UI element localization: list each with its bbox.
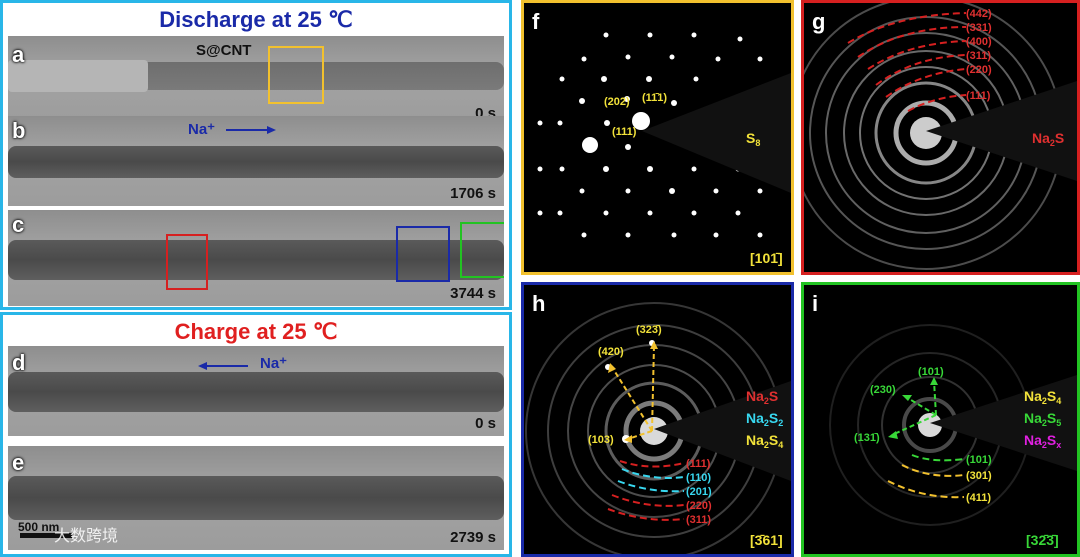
saed-pattern-g: (442) (331) (400) (311) (220) (111) g Na… [804, 3, 1077, 270]
zone-axis-f: [101̄] [750, 250, 783, 266]
scale-bar-label: 500 nm [18, 520, 60, 534]
arrow-left-icon [198, 362, 248, 370]
label-111: (111) [686, 458, 711, 470]
label-202: (202) [604, 96, 630, 108]
label-101: (101) [918, 366, 944, 378]
sample-label: S@CNT [196, 42, 252, 59]
saed-panel-f: f (202) (11̄1) (111) S8 [101̄] [521, 0, 794, 275]
phase-label-na2sx: Na2Sx [1024, 432, 1061, 450]
saed-pattern-f: f (202) (11̄1) (111) S8 [101̄] [532, 9, 791, 266]
phase-label-na2s2: Na2S2 [746, 410, 783, 428]
arrow-right-icon [226, 126, 276, 134]
beam-stopper [654, 381, 791, 481]
tem-panel-e: e 500 nm 大数跨境 2739 s [8, 446, 504, 550]
label-230: (230) [870, 384, 896, 396]
sulfur-filling [8, 60, 148, 92]
nanotube [8, 476, 504, 520]
zone-axis-i: [32̄3̄] [1026, 532, 1059, 548]
tem-panel-b: b Na⁺ 1706 s [8, 116, 504, 206]
panel-letter-c: c [12, 212, 25, 237]
charge-frame: Charge at 25 ℃ [0, 312, 512, 557]
label-311: (311) [686, 514, 711, 526]
time-e: 2739 s [450, 529, 496, 546]
selected-area-box-green [460, 222, 504, 278]
panel-letter-b: b [12, 118, 26, 143]
beam-stopper [926, 81, 1077, 181]
label-111: (111) [612, 126, 637, 138]
time-d: 0 s [475, 415, 496, 432]
label-101-b: (101) [966, 454, 992, 466]
label-220: (220) [686, 500, 712, 512]
panel-letter-a: a [12, 42, 25, 67]
phase-label-na2s: Na2S [746, 388, 778, 406]
label-301: (301) [966, 470, 992, 482]
indexed-arcs [887, 454, 965, 499]
label-110: (110) [686, 472, 711, 484]
vector-arrows [891, 380, 937, 436]
diffraction-spots [537, 32, 763, 238]
selected-area-box-red [166, 234, 208, 290]
scale-bar [20, 533, 72, 538]
label-311: (311) [966, 50, 991, 62]
phase-label-na2s4: Na2S4 [1024, 388, 1061, 406]
nanotube [8, 372, 504, 412]
panel-letter-h: h [532, 291, 545, 316]
beam-stopper [642, 73, 791, 193]
label-442: (442) [966, 8, 992, 20]
panel-letter-d: d [12, 350, 26, 375]
discharge-frame: Discharge at 25 ℃ [0, 0, 512, 310]
nanotube [8, 240, 504, 280]
tem-panel-d: d Na⁺ 0 s [8, 346, 504, 436]
tem-panel-a: a S@CNT 0 s [8, 36, 504, 126]
selected-area-box-yellow [268, 46, 324, 104]
label-131: (131̄) [854, 432, 880, 444]
nanotube [8, 146, 504, 178]
saed-pattern-h: (323̄) (420) (103) (111) (110) (201) (22… [525, 291, 791, 554]
watermark: 大数跨境 [54, 528, 119, 545]
time-c: 3744 s [450, 285, 496, 302]
label-220: (220) [966, 64, 992, 76]
zone-axis-h: [3̄61] [750, 532, 783, 548]
label-103: (103) [588, 434, 614, 446]
panel-letter-f: f [532, 9, 540, 34]
phase-label-na2s4: Na2S4 [746, 432, 783, 450]
panel-letter-g: g [812, 9, 825, 34]
arrowheads [608, 341, 658, 443]
na-ion-label: Na⁺ [260, 355, 288, 372]
label-111: (111) [966, 90, 991, 102]
vector-arrows [611, 344, 655, 440]
saed-panel-g: (442) (331) (400) (311) (220) (111) g Na… [801, 0, 1080, 275]
panel-letter-i: i [812, 291, 818, 316]
panel-letter-e: e [12, 450, 25, 475]
indexed-arcs [847, 12, 967, 112]
saed-panel-h: (323̄) (420) (103) (111) (110) (201) (22… [521, 282, 794, 557]
label-331: (331) [966, 22, 992, 34]
tem-panel-c: c 3744 s [8, 210, 504, 306]
label-201: (201) [686, 486, 712, 498]
label-323: (323̄) [636, 324, 662, 336]
charge-title: Charge at 25 ℃ [174, 319, 338, 344]
saed-pattern-i: (101) (230) (131̄) (101) (301) (411) i N… [812, 291, 1077, 548]
label-400: (400) [966, 36, 992, 48]
na-ion-label: Na⁺ [188, 121, 216, 138]
time-b: 1706 s [450, 185, 496, 202]
selected-area-box-blue [396, 226, 450, 282]
indexed-arcs [607, 460, 685, 521]
phase-label-na2s: Na2S [1032, 130, 1064, 148]
discharge-title: Discharge at 25 ℃ [159, 7, 353, 32]
label-11-1: (11̄1) [642, 92, 667, 104]
saed-panel-i: (101) (230) (131̄) (101) (301) (411) i N… [801, 282, 1080, 557]
phase-label-na2s5: Na2S5 [1024, 410, 1061, 428]
label-420: (420) [598, 346, 624, 358]
arrowheads [888, 377, 938, 439]
label-411: (411) [966, 492, 991, 504]
beam-stopper [930, 375, 1077, 471]
